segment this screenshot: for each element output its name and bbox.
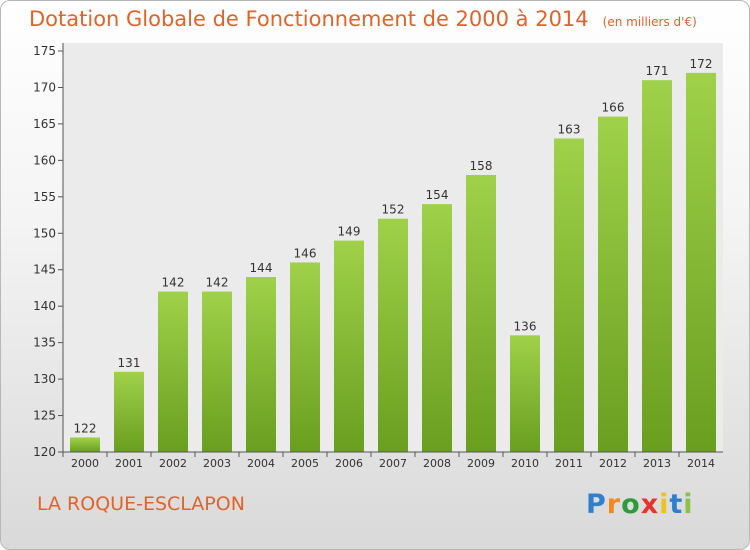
bar xyxy=(466,174,496,453)
data-label: 172 xyxy=(690,57,713,71)
x-tick-label: 2005 xyxy=(291,457,319,470)
y-tick-label: 150 xyxy=(33,226,56,240)
y-tick-label: 145 xyxy=(33,263,56,277)
y-tick-label: 140 xyxy=(33,299,56,313)
logo-letter: i xyxy=(683,489,694,520)
title-text: Dotation Globale de Fonctionnement de 20… xyxy=(29,7,589,31)
data-label: 136 xyxy=(514,319,537,333)
data-label: 122 xyxy=(74,421,97,435)
x-tick-label: 2011 xyxy=(555,457,583,470)
bar xyxy=(70,437,100,452)
x-tick-label: 2009 xyxy=(467,457,495,470)
x-tick-label: 2012 xyxy=(599,457,627,470)
y-tick-label: 125 xyxy=(33,409,56,423)
data-label: 142 xyxy=(162,276,185,290)
x-tick-label: 2001 xyxy=(115,457,143,470)
data-label: 144 xyxy=(250,261,273,275)
x-tick-label: 2013 xyxy=(643,457,671,470)
bar xyxy=(422,204,452,452)
data-label: 166 xyxy=(602,101,625,115)
bar xyxy=(114,371,144,452)
x-tick-label: 2014 xyxy=(687,457,715,470)
bar xyxy=(598,116,628,453)
x-tick-label: 2000 xyxy=(71,457,99,470)
bar xyxy=(686,72,716,452)
logo-letter: P xyxy=(586,489,607,520)
bar xyxy=(510,335,540,452)
logo-letter: r xyxy=(606,489,622,520)
logo-letter: x xyxy=(640,489,660,520)
logo-letter: o xyxy=(621,489,641,520)
proxiti-logo: Proxiti xyxy=(586,489,694,520)
data-label: 146 xyxy=(294,246,317,260)
data-label: 152 xyxy=(382,203,405,217)
x-tick-label: 2006 xyxy=(335,457,363,470)
y-tick-label: 165 xyxy=(33,117,56,131)
data-label: 142 xyxy=(206,276,229,290)
logo-letter: t xyxy=(669,489,684,520)
logo-letter: i xyxy=(659,489,670,520)
x-tick-label: 2004 xyxy=(247,457,275,470)
data-label: 131 xyxy=(118,356,141,370)
y-tick-label: 120 xyxy=(33,445,56,459)
x-tick-label: 2002 xyxy=(159,457,187,470)
bar xyxy=(554,138,584,452)
y-tick-label: 170 xyxy=(33,80,56,94)
unit-label: (en milliers d'€) xyxy=(602,15,697,29)
y-tick-label: 130 xyxy=(33,372,56,386)
x-tick-label: 2008 xyxy=(423,457,451,470)
y-tick-label: 155 xyxy=(33,190,56,204)
y-tick-label: 160 xyxy=(33,153,56,167)
bar xyxy=(202,291,232,452)
commune-name: LA ROQUE-ESCLAPON xyxy=(37,493,245,515)
bar xyxy=(290,262,320,452)
data-label: 158 xyxy=(470,159,493,173)
bar xyxy=(642,80,672,452)
chart-title: Dotation Globale de Fonctionnement de 20… xyxy=(29,7,697,31)
data-label: 163 xyxy=(558,122,581,136)
data-label: 154 xyxy=(426,188,449,202)
x-tick-label: 2003 xyxy=(203,457,231,470)
y-tick-label: 135 xyxy=(33,336,56,350)
x-tick-label: 2010 xyxy=(511,457,539,470)
bar xyxy=(334,240,364,452)
x-tick-label: 2007 xyxy=(379,457,407,470)
data-label: 171 xyxy=(646,64,669,78)
bar xyxy=(378,218,408,452)
data-label: 149 xyxy=(338,225,361,239)
bar xyxy=(246,277,276,452)
bar xyxy=(158,291,188,452)
y-tick-label: 175 xyxy=(33,44,56,58)
